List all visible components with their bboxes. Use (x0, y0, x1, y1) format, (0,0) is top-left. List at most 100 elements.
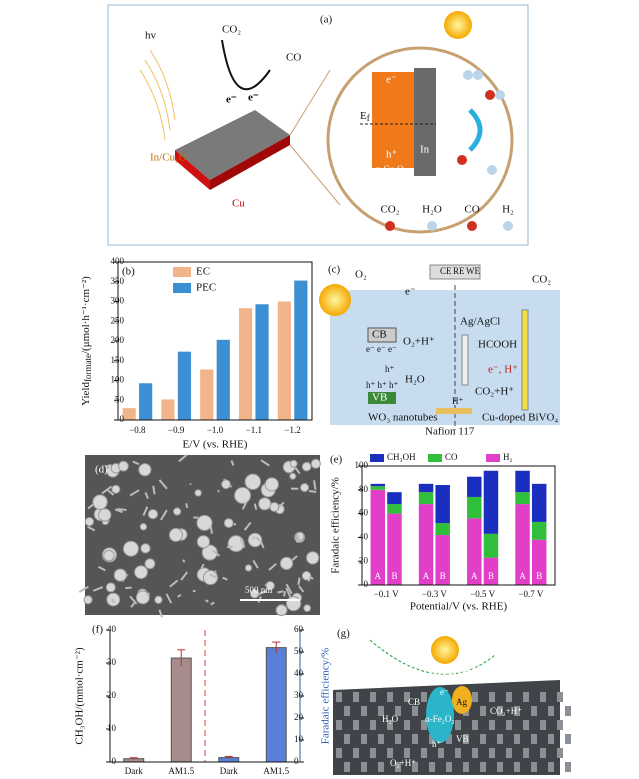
particle (103, 549, 115, 562)
bar (122, 408, 136, 420)
rod (514, 734, 520, 744)
rod (105, 464, 112, 468)
rod (429, 762, 435, 772)
rod (260, 459, 270, 467)
rod (165, 593, 173, 604)
panel-label: (e) (330, 454, 343, 466)
x-axis-label: E/V (vs. RHE) (183, 439, 248, 451)
ef-sub: f (367, 113, 370, 123)
label-co2h: CO₂+H⁺ (475, 386, 514, 398)
rod (268, 563, 277, 571)
ag-particle (452, 686, 472, 714)
rod (283, 590, 286, 597)
rod (472, 748, 478, 758)
bar-segment (515, 470, 530, 493)
rod (336, 692, 342, 702)
rod (178, 454, 188, 463)
rod (241, 501, 248, 510)
rod (297, 577, 301, 586)
bar (265, 647, 287, 763)
rod (438, 748, 444, 758)
cathode-electrode (521, 309, 529, 411)
bar-segment (483, 557, 499, 585)
legend-swatch (173, 283, 191, 293)
inset-e: e⁻ (386, 74, 397, 86)
vb-box (368, 392, 396, 404)
panel-label: (c) (328, 264, 341, 276)
legend-swatch (486, 454, 500, 462)
bar-segment (467, 476, 482, 497)
rod (117, 508, 127, 511)
rod (307, 577, 311, 582)
bar-segment (483, 533, 499, 558)
rod (557, 748, 563, 758)
label-cathode: Cu-doped BiVO₄ (482, 412, 558, 424)
particle (122, 540, 139, 557)
rod (169, 579, 179, 588)
rod (361, 762, 367, 772)
rod (514, 762, 520, 772)
bar-segment (531, 521, 547, 540)
particle (244, 473, 262, 491)
particle (223, 518, 234, 528)
sun (319, 284, 351, 316)
label-co2: CO₂ (532, 274, 551, 286)
rod (395, 734, 401, 744)
bar-segment (387, 492, 402, 505)
proton-arrow (436, 408, 472, 414)
cycle-arrow (468, 108, 483, 152)
rod (557, 692, 563, 702)
rod (239, 537, 246, 548)
legend-item: H₂ (502, 204, 514, 216)
tick-label: 40 (294, 668, 304, 678)
rod (421, 720, 427, 730)
rod (255, 536, 261, 542)
rod (395, 706, 401, 716)
molecule (463, 70, 473, 80)
rod (404, 720, 410, 730)
particle (111, 484, 121, 494)
cb-box (367, 327, 397, 343)
x-tick-label: −0.9 (168, 425, 185, 435)
bar-segment (435, 535, 450, 585)
bar (216, 339, 230, 420)
rod (87, 525, 96, 532)
rod (370, 748, 376, 758)
rod (259, 541, 265, 549)
legend-label: H₂ (503, 452, 513, 462)
particle (289, 459, 298, 468)
label-membrane: Nafion 117 (425, 426, 475, 438)
x-tick-label: −0.5 V (470, 589, 495, 599)
tick-label: 40 (107, 624, 117, 634)
rod (209, 573, 219, 580)
panel-a: (a) hv CO₂ CO e⁻ e⁻ In/Cu₂O Cu e⁻ Ef h⁺ … (107, 4, 529, 246)
label-product: CH₃OH+CO (430, 666, 487, 678)
rod (446, 734, 452, 744)
bar-segment (418, 504, 434, 585)
category-label: A (471, 571, 478, 581)
x-tick-label: −1.1 (246, 425, 262, 435)
particle (303, 604, 312, 613)
rod (243, 521, 252, 531)
label-h: h⁺ (432, 739, 442, 749)
rod (253, 503, 258, 510)
zoom-line (289, 144, 341, 206)
tick-label: 0 (120, 414, 125, 424)
rod (540, 748, 546, 758)
rod (531, 706, 537, 716)
x-tick-label: AM1.5 (168, 766, 194, 776)
y-axis-label-part: /(μmol·h⁻¹·cm⁻²) (80, 276, 92, 354)
particle (221, 479, 231, 490)
panel-c: (c) O₂ e⁻ CE RE WE CO₂ Ag/AgCl CB e⁻ e⁻ … (319, 264, 560, 438)
inset-ef: Ef (360, 110, 370, 124)
rod (336, 748, 342, 758)
rod (489, 692, 495, 702)
x-tick-label: −0.8 (129, 425, 146, 435)
category-label: B (488, 571, 494, 581)
rod (129, 489, 140, 497)
category-label: B (536, 571, 542, 581)
molecule (385, 221, 395, 231)
rod (455, 720, 461, 730)
particle (300, 483, 310, 493)
label-ce: CE (440, 266, 452, 276)
